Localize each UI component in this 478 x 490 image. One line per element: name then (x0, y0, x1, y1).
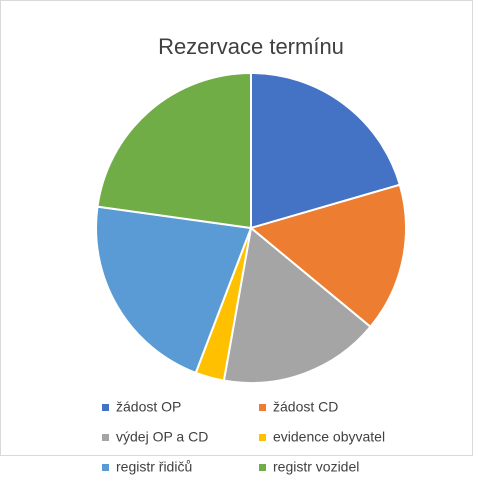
pie-slice (250, 71, 402, 230)
legend-label: žádost CD (273, 399, 338, 415)
pie-slice (222, 226, 372, 384)
legend-label: registr vozidel (273, 459, 359, 475)
legend-label: registr řidičů (116, 459, 192, 475)
legend-swatch (259, 434, 266, 441)
pie-slice (248, 183, 407, 329)
pie-slice (95, 205, 253, 375)
legend-label: evidence obyvatel (273, 429, 385, 445)
legend-swatch (102, 404, 109, 411)
legend-label: žádost OP (116, 399, 181, 415)
legend-swatch (102, 434, 109, 441)
pie-slice (96, 71, 252, 230)
legend-swatch (259, 464, 266, 471)
legend-swatch (102, 464, 109, 471)
legend-swatch (259, 404, 266, 411)
legend-label: výdej OP a CD (116, 429, 208, 445)
chart-title: Rezervace termínu (158, 34, 344, 59)
